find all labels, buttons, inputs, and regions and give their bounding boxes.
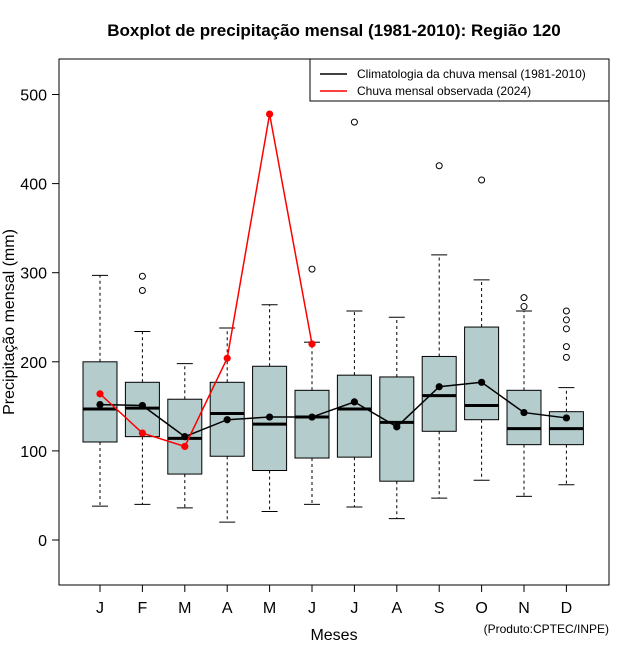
outlier-point — [520, 303, 528, 311]
box-body — [336, 374, 372, 458]
box-10 — [464, 176, 500, 481]
series-point — [308, 340, 316, 348]
climatology-series — [96, 378, 571, 441]
outlier-point — [562, 325, 570, 333]
x-tick-label: O — [475, 600, 487, 617]
credit-text: (Produto:CPTEC/INPE) — [484, 622, 609, 636]
outlier-point — [562, 353, 570, 361]
series-point — [520, 408, 528, 417]
outlier-point — [138, 287, 146, 295]
observed-series — [96, 110, 316, 451]
box-9 — [421, 162, 457, 499]
y-axis-label: Precipitação mensal (mm) — [1, 229, 18, 415]
x-tick-label: J — [308, 600, 316, 617]
legend: Climatologia da chuva mensal (1981-2010)… — [309, 58, 610, 102]
box-12 — [548, 307, 584, 486]
y-tick-label: 100 — [20, 444, 47, 461]
series-point — [96, 400, 104, 409]
x-tick-label: N — [518, 600, 530, 617]
series-point — [308, 413, 316, 421]
series-point — [266, 110, 274, 118]
x-tick-label: F — [138, 600, 148, 617]
series-point — [138, 429, 146, 437]
series-line — [99, 381, 567, 438]
series-line — [99, 113, 313, 448]
box-body — [294, 389, 330, 459]
box-7 — [336, 118, 372, 508]
box-11 — [506, 294, 542, 497]
box-2 — [124, 272, 160, 505]
box-5 — [252, 304, 288, 512]
series-point — [266, 413, 274, 421]
x-tick-label: D — [561, 600, 573, 617]
series-point — [96, 390, 104, 398]
outlier-point — [308, 265, 316, 273]
box-body — [421, 355, 457, 432]
series-point — [181, 442, 189, 451]
outlier-point — [435, 162, 443, 170]
y-tick-label: 500 — [20, 88, 47, 105]
series-point — [478, 378, 486, 386]
outlier-point — [562, 343, 570, 351]
series-point — [223, 354, 231, 362]
outlier-point — [562, 316, 570, 324]
y-tick-label: 200 — [20, 355, 47, 372]
x-tick-label: A — [222, 600, 233, 617]
series-point — [181, 433, 189, 441]
y-tick-label: 300 — [20, 266, 47, 283]
y-tick-label: 400 — [20, 177, 47, 194]
series-point — [393, 423, 401, 431]
x-tick-label: M — [178, 600, 191, 617]
y-tick-label: 0 — [38, 533, 47, 550]
plot-frame — [58, 58, 610, 586]
boxes — [82, 118, 584, 523]
outlier-point — [350, 118, 358, 126]
box-body — [506, 389, 542, 446]
series-point — [223, 416, 231, 424]
x-axis-label: Meses — [310, 627, 357, 644]
box-8 — [379, 316, 415, 520]
legend-observed-label: Chuva mensal observada (2024) — [357, 84, 531, 98]
series-point — [350, 398, 358, 406]
chart-title: Boxplot de precipitação mensal (1981-201… — [107, 21, 561, 40]
outlier-point — [138, 272, 146, 280]
legend-box — [309, 58, 610, 102]
outlier-point — [562, 307, 570, 315]
x-tick-label: J — [96, 600, 104, 617]
box-6 — [294, 265, 330, 505]
legend-climatology-label: Climatologia da chuva mensal (1981-2010) — [357, 67, 586, 81]
series-point — [435, 383, 443, 391]
x-tick-label: A — [391, 600, 402, 617]
outlier-point — [520, 294, 528, 302]
x-tick-label: J — [350, 600, 358, 617]
series-point — [562, 414, 571, 422]
series-point — [138, 401, 146, 410]
y-axis: 0 100 200 300 400 500 — [20, 88, 59, 550]
series-lines — [96, 110, 571, 451]
x-tick-label: M — [263, 600, 276, 617]
x-tick-label: S — [434, 600, 445, 617]
outlier-point — [478, 176, 486, 184]
